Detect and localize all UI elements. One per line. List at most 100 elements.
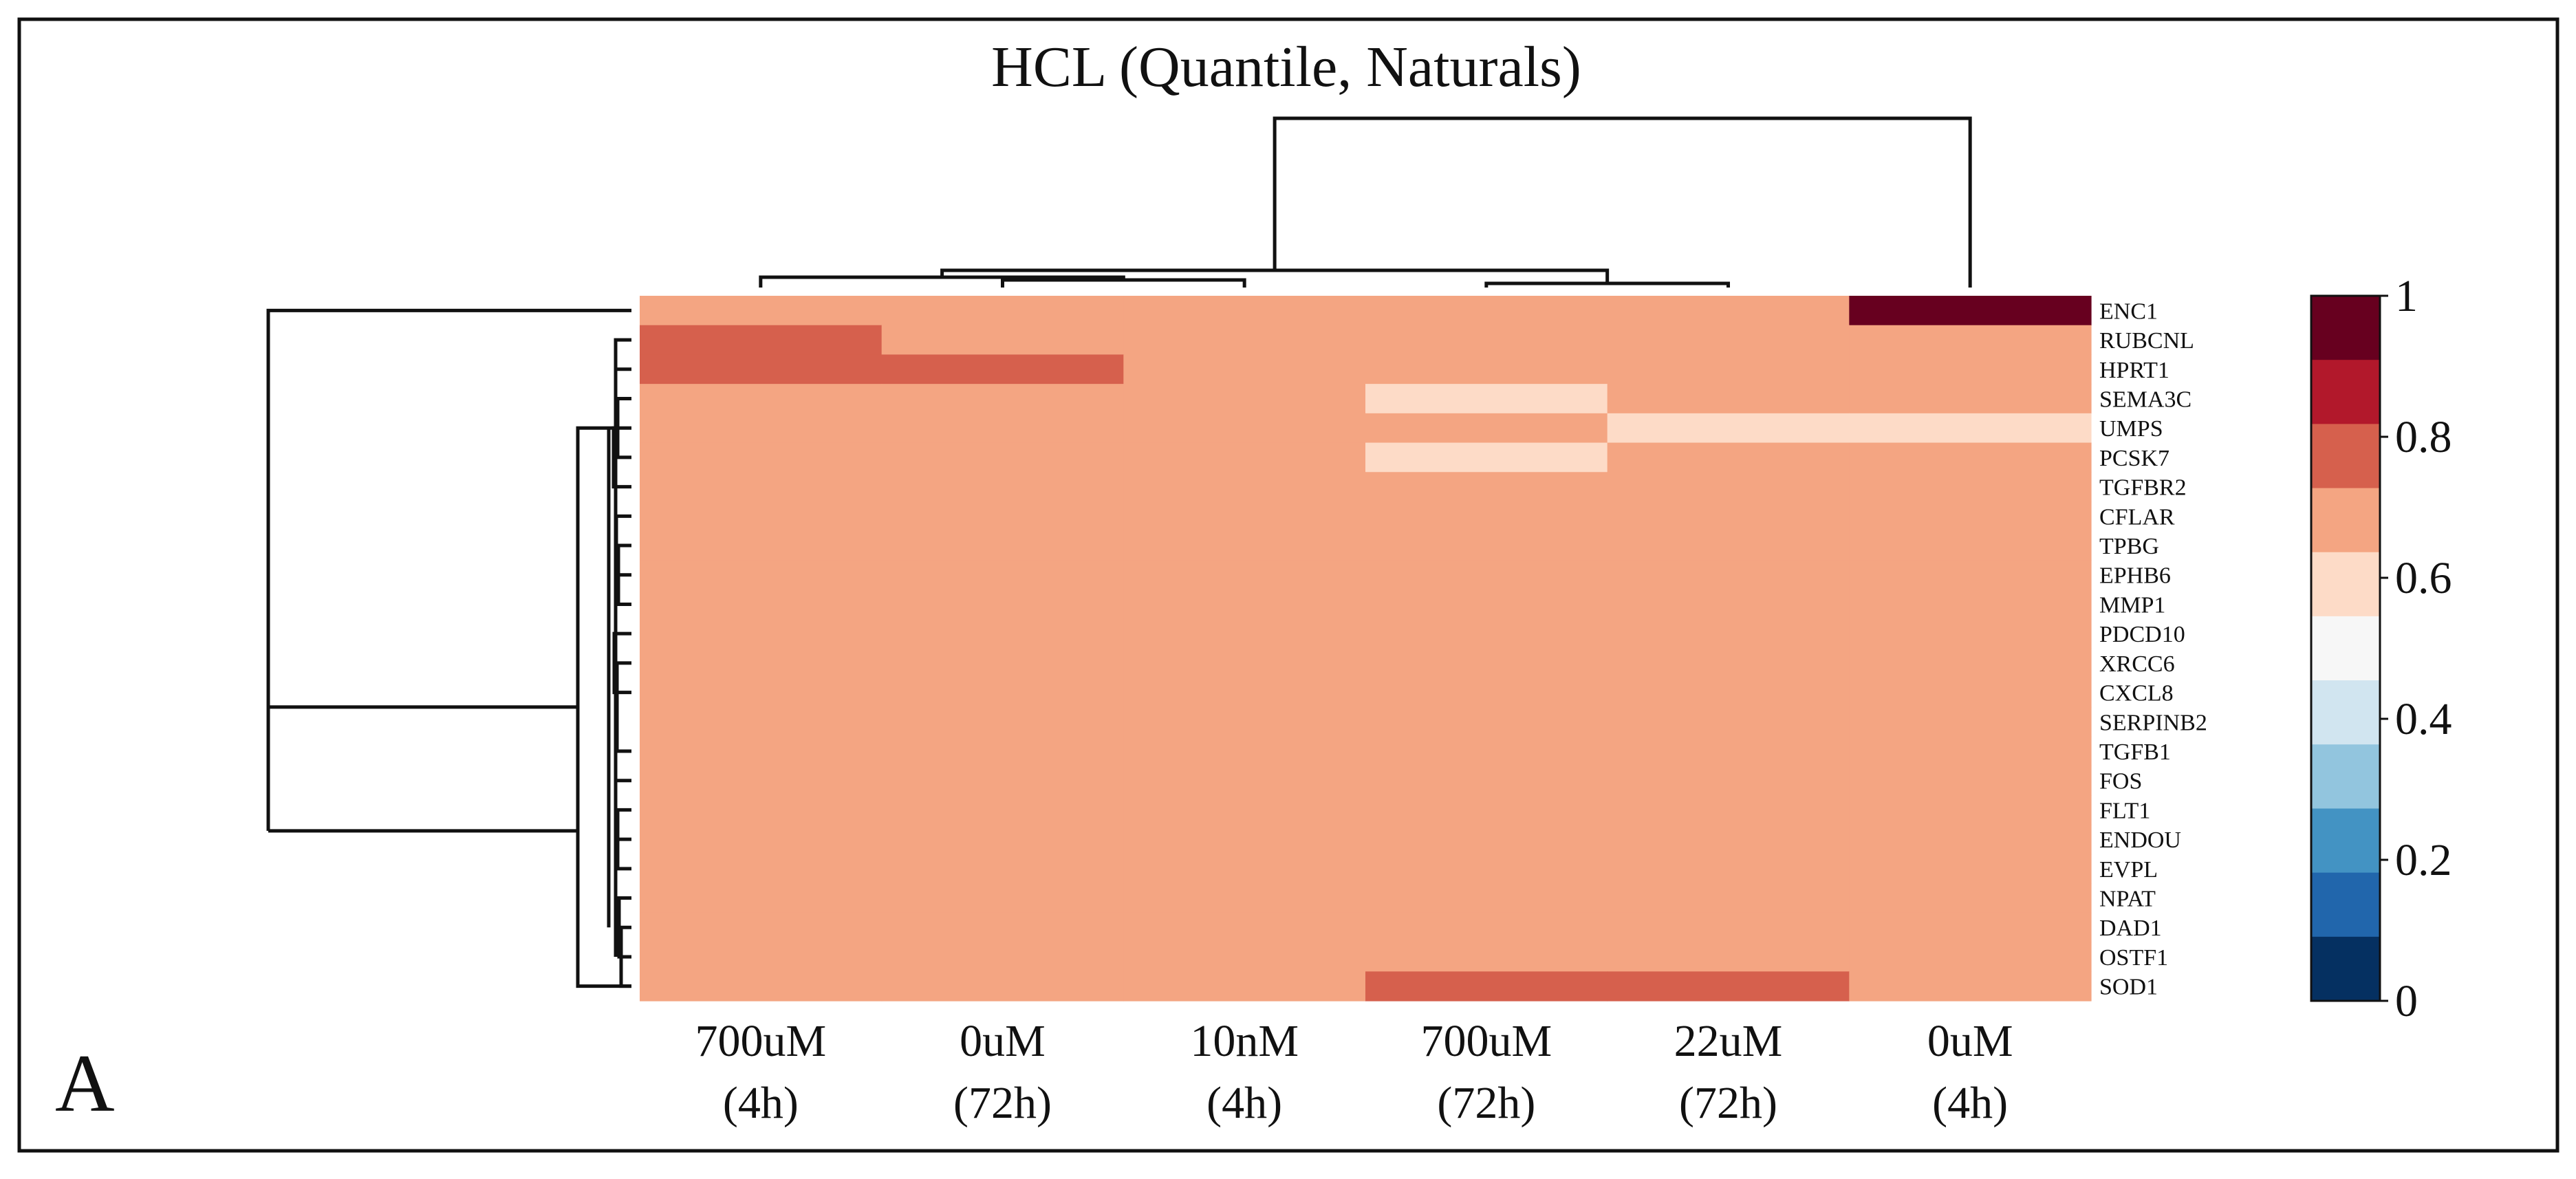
heatmap-cell — [1123, 912, 1366, 943]
colorbar-bin — [2311, 936, 2380, 1002]
heatmap-cell — [881, 442, 1124, 473]
heatmap-cell — [1849, 296, 2092, 326]
heatmap-cell — [1365, 706, 1608, 737]
heatmap-cell — [1365, 590, 1608, 620]
heatmap-cell — [1123, 325, 1366, 356]
row-dendro-link — [266, 308, 631, 831]
heatmap-cell — [1849, 678, 2092, 708]
heatmap-cell — [881, 413, 1124, 444]
row-label: TPBG — [2099, 534, 2159, 559]
heatmap-cell — [1849, 325, 2092, 356]
heatmap-cell — [1365, 648, 1608, 678]
row-dendro-link — [611, 426, 631, 489]
heatmap-cell — [881, 648, 1124, 678]
row-label: RUBCNL — [2099, 328, 2194, 354]
heatmap-cell — [1849, 942, 2092, 972]
column-label-sub: (4h) — [723, 1078, 799, 1128]
heatmap-cell — [881, 472, 1124, 502]
heatmap-cell — [1123, 648, 1366, 678]
colorbar-tick-label: 0 — [2395, 976, 2418, 1026]
heatmap-cell — [640, 413, 883, 444]
heatmap-cell — [1849, 706, 2092, 737]
row-label: CFLAR — [2099, 504, 2175, 530]
row-label: FLT1 — [2099, 798, 2150, 823]
row-label: PDCD10 — [2099, 622, 2185, 647]
heatmap-cell — [1123, 736, 1366, 766]
heatmap-cell — [1123, 824, 1366, 855]
heatmap-cell — [640, 883, 883, 913]
heatmap-cell — [640, 824, 883, 855]
heatmap-cell — [1607, 912, 1850, 943]
row-label: TGFB1 — [2099, 739, 2171, 765]
heatmap-cell — [640, 795, 883, 825]
heatmap-cell — [1607, 678, 1850, 708]
row-dendro-link — [616, 808, 631, 871]
heatmap-cell — [1607, 766, 1850, 796]
heatmap-cells — [640, 296, 2092, 1002]
row-label: PCSK7 — [2099, 446, 2169, 471]
heatmap-cell — [1849, 854, 2092, 884]
heatmap-cell — [1123, 678, 1366, 708]
heatmap-cell — [640, 706, 883, 737]
heatmap-cell — [1849, 384, 2092, 414]
heatmap-cell — [1607, 296, 1850, 326]
heatmap-cell — [881, 590, 1124, 620]
heatmap-cell — [1123, 560, 1366, 590]
heatmap-cell — [1365, 678, 1608, 708]
heatmap-cell — [881, 883, 1124, 913]
colorbar-tick-label: 1 — [2395, 271, 2418, 321]
heatmap-cell — [1365, 296, 1608, 326]
colorbar-tick-label: 0.2 — [2395, 835, 2452, 885]
heatmap-cell — [1849, 971, 2092, 1002]
heatmap-cell — [640, 325, 883, 356]
heatmap-cell — [1123, 472, 1366, 502]
heatmap-cell — [1607, 795, 1850, 825]
colorbar-bin — [2311, 680, 2380, 745]
heatmap-cell — [1849, 590, 2092, 620]
heatmap-cell — [640, 590, 883, 620]
heatmap-cell — [1607, 883, 1850, 913]
heatmap-cell — [640, 560, 883, 590]
heatmap-cell — [1123, 706, 1366, 737]
colorbar-bin — [2311, 744, 2380, 810]
heatmap-cell — [1365, 560, 1608, 590]
heatmap-cell — [881, 354, 1124, 385]
colorbar-tick-label: 0.6 — [2395, 553, 2452, 603]
heatmap-cell — [1123, 413, 1366, 444]
colorbar-frame — [2310, 294, 2381, 1002]
heatmap-cell — [1123, 384, 1366, 414]
heatmap-cell — [1849, 736, 2092, 766]
row-dendrogram — [266, 308, 631, 988]
row-label: OSTF1 — [2099, 945, 2168, 971]
row-label: ENDOU — [2099, 828, 2181, 853]
row-label: EPHB6 — [2099, 563, 2171, 589]
heatmap-cell — [1365, 413, 1608, 444]
row-labels: ENC1 RUBCNL HPRT1 SEMA3C UMPS PCSK7 TGFBR2 CFLA… — [2099, 299, 2207, 999]
heatmap-cell — [640, 472, 883, 502]
heatmap-cell — [881, 501, 1124, 532]
column-label-sub: (72h) — [1437, 1078, 1535, 1128]
heatmap-cell — [1365, 883, 1608, 913]
heatmap-cell — [1123, 501, 1366, 532]
heatmap-cell — [1607, 618, 1850, 649]
heatmap-cell — [1365, 472, 1608, 502]
heatmap-cell — [1849, 530, 2092, 561]
heatmap-cell — [881, 795, 1124, 825]
heatmap-cell — [1365, 824, 1608, 855]
heatmap-cell — [1849, 618, 2092, 649]
heatmap-cell — [640, 678, 883, 708]
heatmap-cell — [1607, 530, 1850, 561]
heatmap-cell — [1607, 648, 1850, 678]
heatmap-cell — [1607, 442, 1850, 473]
heatmap-cell — [881, 618, 1124, 649]
row-label: SERPINB2 — [2099, 710, 2207, 735]
heatmap-cell — [1365, 442, 1608, 473]
heatmap-cell — [1365, 618, 1608, 649]
heatmap-cell — [1365, 530, 1608, 561]
heatmap-cell — [1365, 501, 1608, 532]
colorbar-bin — [2311, 616, 2380, 681]
heatmap-cell — [640, 530, 883, 561]
column-label: 22uM — [1674, 1016, 1783, 1066]
column-label-sub: (72h) — [953, 1078, 1052, 1128]
heatmap-cell — [1365, 912, 1608, 943]
